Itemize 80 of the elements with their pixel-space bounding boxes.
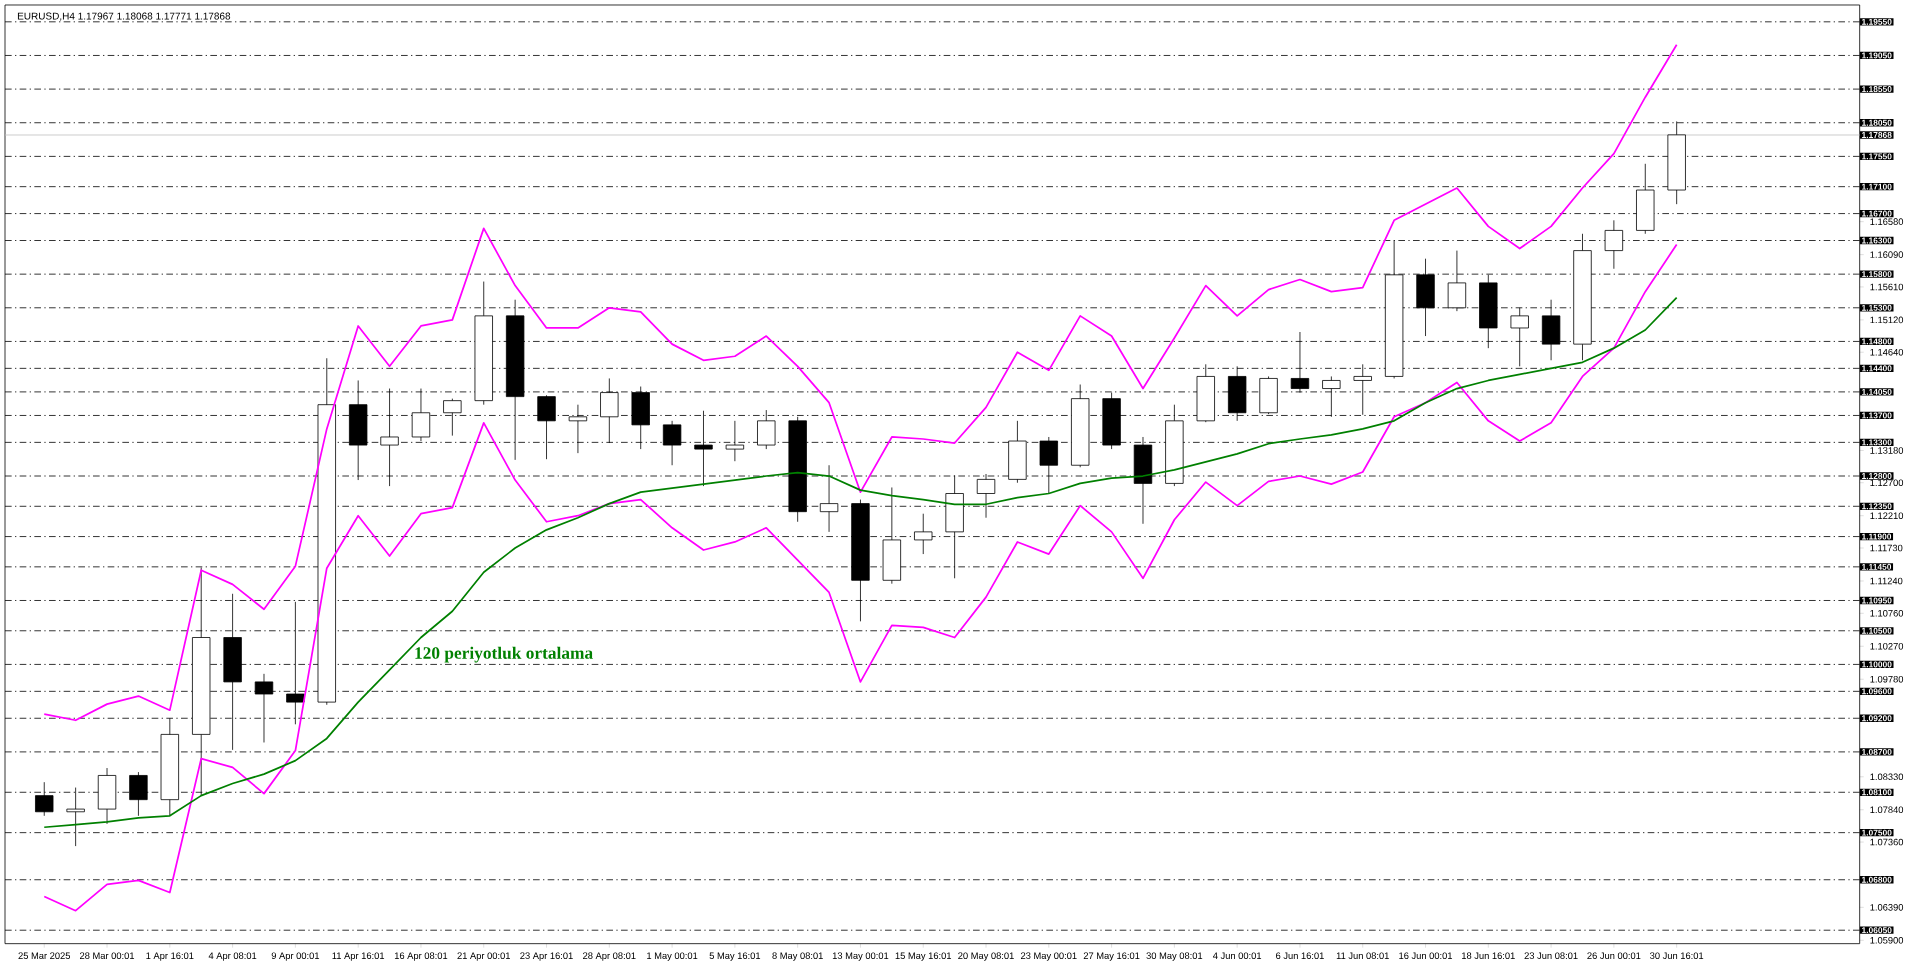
- ref-line-label: 1.06800: [1862, 876, 1892, 883]
- ref-line-label: 1.07500: [1862, 829, 1892, 836]
- ref-line-label: 1.11900: [1862, 533, 1892, 540]
- x-tick-label: 30 Jun 16:01: [1650, 952, 1704, 959]
- y-tick-label: 1.15120: [1870, 316, 1904, 324]
- ref-line-label: 1.17550: [1862, 153, 1892, 160]
- x-tick-label: 23 Apr 16:01: [520, 952, 573, 961]
- ref-line-label: 1.13300: [1862, 439, 1892, 446]
- y-tick-label: 1.09780: [1870, 675, 1904, 683]
- x-tick-label: 4 Apr 08:01: [208, 952, 257, 961]
- x-tick-label: 5 May 16:01: [709, 952, 761, 961]
- x-tick-label: 18 Jun 16:01: [1462, 952, 1515, 959]
- ref-line-label: 1.12350: [1862, 503, 1892, 510]
- ref-line-label: 1.17868: [1862, 132, 1892, 138]
- x-tick-label: 23 May 00:01: [1020, 952, 1077, 961]
- y-tick-label: 1.16090: [1870, 251, 1904, 258]
- x-tick-label: 25 Mar 2025: [18, 952, 71, 959]
- ref-line-label: 1.15300: [1862, 304, 1892, 311]
- y-tick-label: 1.07840: [1870, 806, 1904, 814]
- ref-line-label: 1.14800: [1862, 338, 1892, 345]
- ref-line-label: 1.09600: [1862, 688, 1892, 695]
- ref-line-label: 1.13700: [1862, 412, 1892, 419]
- ref-line-label: 1.09200: [1862, 715, 1892, 722]
- x-tick-label: 26 Jun 00:01: [1587, 952, 1641, 959]
- x-tick-label: 15 May 16:01: [895, 952, 952, 961]
- y-tick-label: 1.11730: [1870, 544, 1903, 552]
- x-tick-label: 28 Apr 08:01: [583, 952, 636, 961]
- x-tick-label: 6 Jun 16:01: [1276, 952, 1324, 959]
- x-tick-label: 30 May 08:01: [1146, 952, 1203, 961]
- ref-line-label: 1.10500: [1862, 627, 1892, 634]
- ref-line-label: 1.10000: [1862, 661, 1892, 668]
- ref-line-label: 1.10950: [1862, 597, 1892, 604]
- x-tick-label: 23 Jun 08:01: [1524, 952, 1578, 959]
- x-tick-label: 28 Mar 00:01: [79, 952, 135, 959]
- ref-line-label: 1.12800: [1862, 473, 1892, 479]
- x-tick-label: 9 Apr 00:01: [271, 952, 320, 961]
- y-tick-label: 1.07360: [1870, 838, 1904, 846]
- y-tick-label: 1.06390: [1870, 904, 1904, 911]
- line-series: [43, 296, 1678, 829]
- ref-line-label: 1.14050: [1862, 388, 1892, 395]
- y-tick-label: 1.15610: [1870, 283, 1904, 291]
- ref-line-label: 1.14400: [1862, 365, 1892, 372]
- y-tick-label: 1.16580: [1870, 218, 1904, 225]
- ref-line-label: 1.19550: [1862, 18, 1892, 25]
- y-tick-label: 1.14640: [1870, 348, 1904, 356]
- y-tick-label: 1.10270: [1870, 642, 1904, 650]
- y-tick-label: 1.08330: [1870, 773, 1904, 781]
- x-tick-label: 13 May 00:01: [832, 952, 889, 961]
- x-tick-label: 8 May 08:01: [772, 952, 823, 961]
- ref-line-label: 1.18050: [1862, 119, 1892, 126]
- x-tick-label: 20 May 08:01: [958, 952, 1014, 961]
- ref-line-label: 1.08700: [1862, 748, 1892, 755]
- x-tick-label: 11 Apr 16:01: [332, 952, 385, 961]
- x-tick-label: 1 Apr 16:01: [146, 952, 194, 961]
- line-series: [43, 243, 1678, 912]
- text: EURUSD,H4 1.17967 1.18068 1.17771 1.17868: [17, 12, 231, 21]
- ref-line-label: 1.19050: [1862, 52, 1892, 59]
- x-tick-label: 4 Jun 00:01: [1212, 952, 1262, 959]
- annotation: 120 periyotluk ortalama: [415, 646, 593, 663]
- ref-line-label: 1.16300: [1862, 237, 1892, 244]
- y-tick-label: 1.12210: [1870, 512, 1904, 520]
- y-tick-label: 1.11240: [1870, 577, 1903, 585]
- ref-line-label: 1.11450: [1862, 563, 1892, 570]
- candlestick: [662, 420, 682, 466]
- y-tick-label: 1.12700: [1870, 479, 1904, 487]
- ref-line-label: 1.08100: [1862, 789, 1892, 796]
- x-tick-label: 21 Apr 00:01: [457, 952, 510, 961]
- ref-line-label: 1.17100: [1862, 183, 1892, 190]
- x-tick-label: 1 May 00:01: [647, 952, 698, 961]
- x-tick-label: 11 Jun 08:01: [1336, 952, 1389, 959]
- x-tick-label: 16 Jun 00:01: [1399, 952, 1453, 959]
- y-tick-label: 1.05900: [1870, 937, 1904, 944]
- y-tick-label: 1.10760: [1870, 609, 1904, 617]
- ref-line-label: 1.15800: [1862, 271, 1892, 278]
- y-tick-label: 1.13180: [1870, 447, 1904, 454]
- x-tick-label: 16 Apr 08:01: [394, 952, 448, 961]
- ref-line-label: 1.06050: [1862, 927, 1892, 934]
- x-tick-label: 27 May 16:01: [1083, 952, 1140, 961]
- ref-line-label: 1.16700: [1862, 210, 1892, 217]
- ref-line-label: 1.18550: [1862, 86, 1892, 93]
